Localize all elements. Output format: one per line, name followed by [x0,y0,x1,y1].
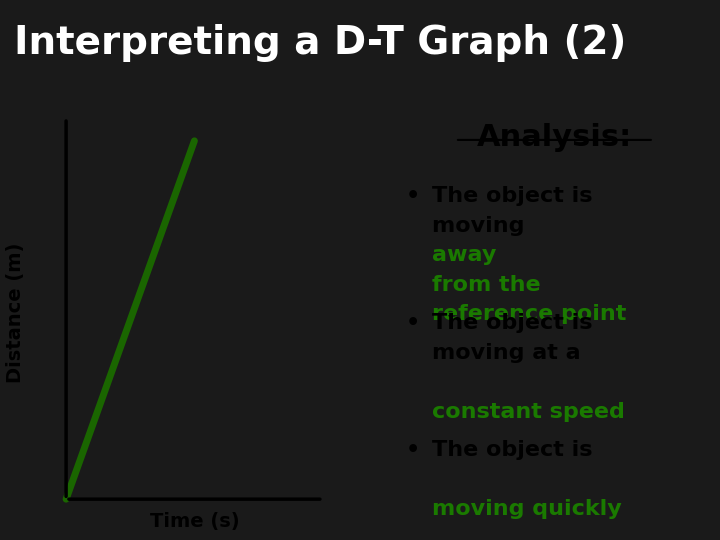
Text: Time (s): Time (s) [150,512,239,531]
Text: moving: moving [432,215,532,235]
Text: constant speed: constant speed [432,402,625,422]
Text: The object is: The object is [432,440,593,460]
Text: from the: from the [432,275,541,295]
Text: reference point: reference point [432,304,626,324]
Text: away: away [432,245,496,265]
Text: moving quickly: moving quickly [432,499,621,519]
Text: The object is: The object is [432,186,593,206]
Text: •: • [405,440,420,460]
Text: Analysis:: Analysis: [477,123,632,152]
Text: •: • [405,313,420,333]
Text: moving at a: moving at a [432,343,580,363]
Text: Interpreting a D-T Graph (2): Interpreting a D-T Graph (2) [14,24,627,62]
Text: •: • [405,186,420,206]
Text: The object is: The object is [432,313,593,333]
Text: Distance (m): Distance (m) [6,243,25,383]
